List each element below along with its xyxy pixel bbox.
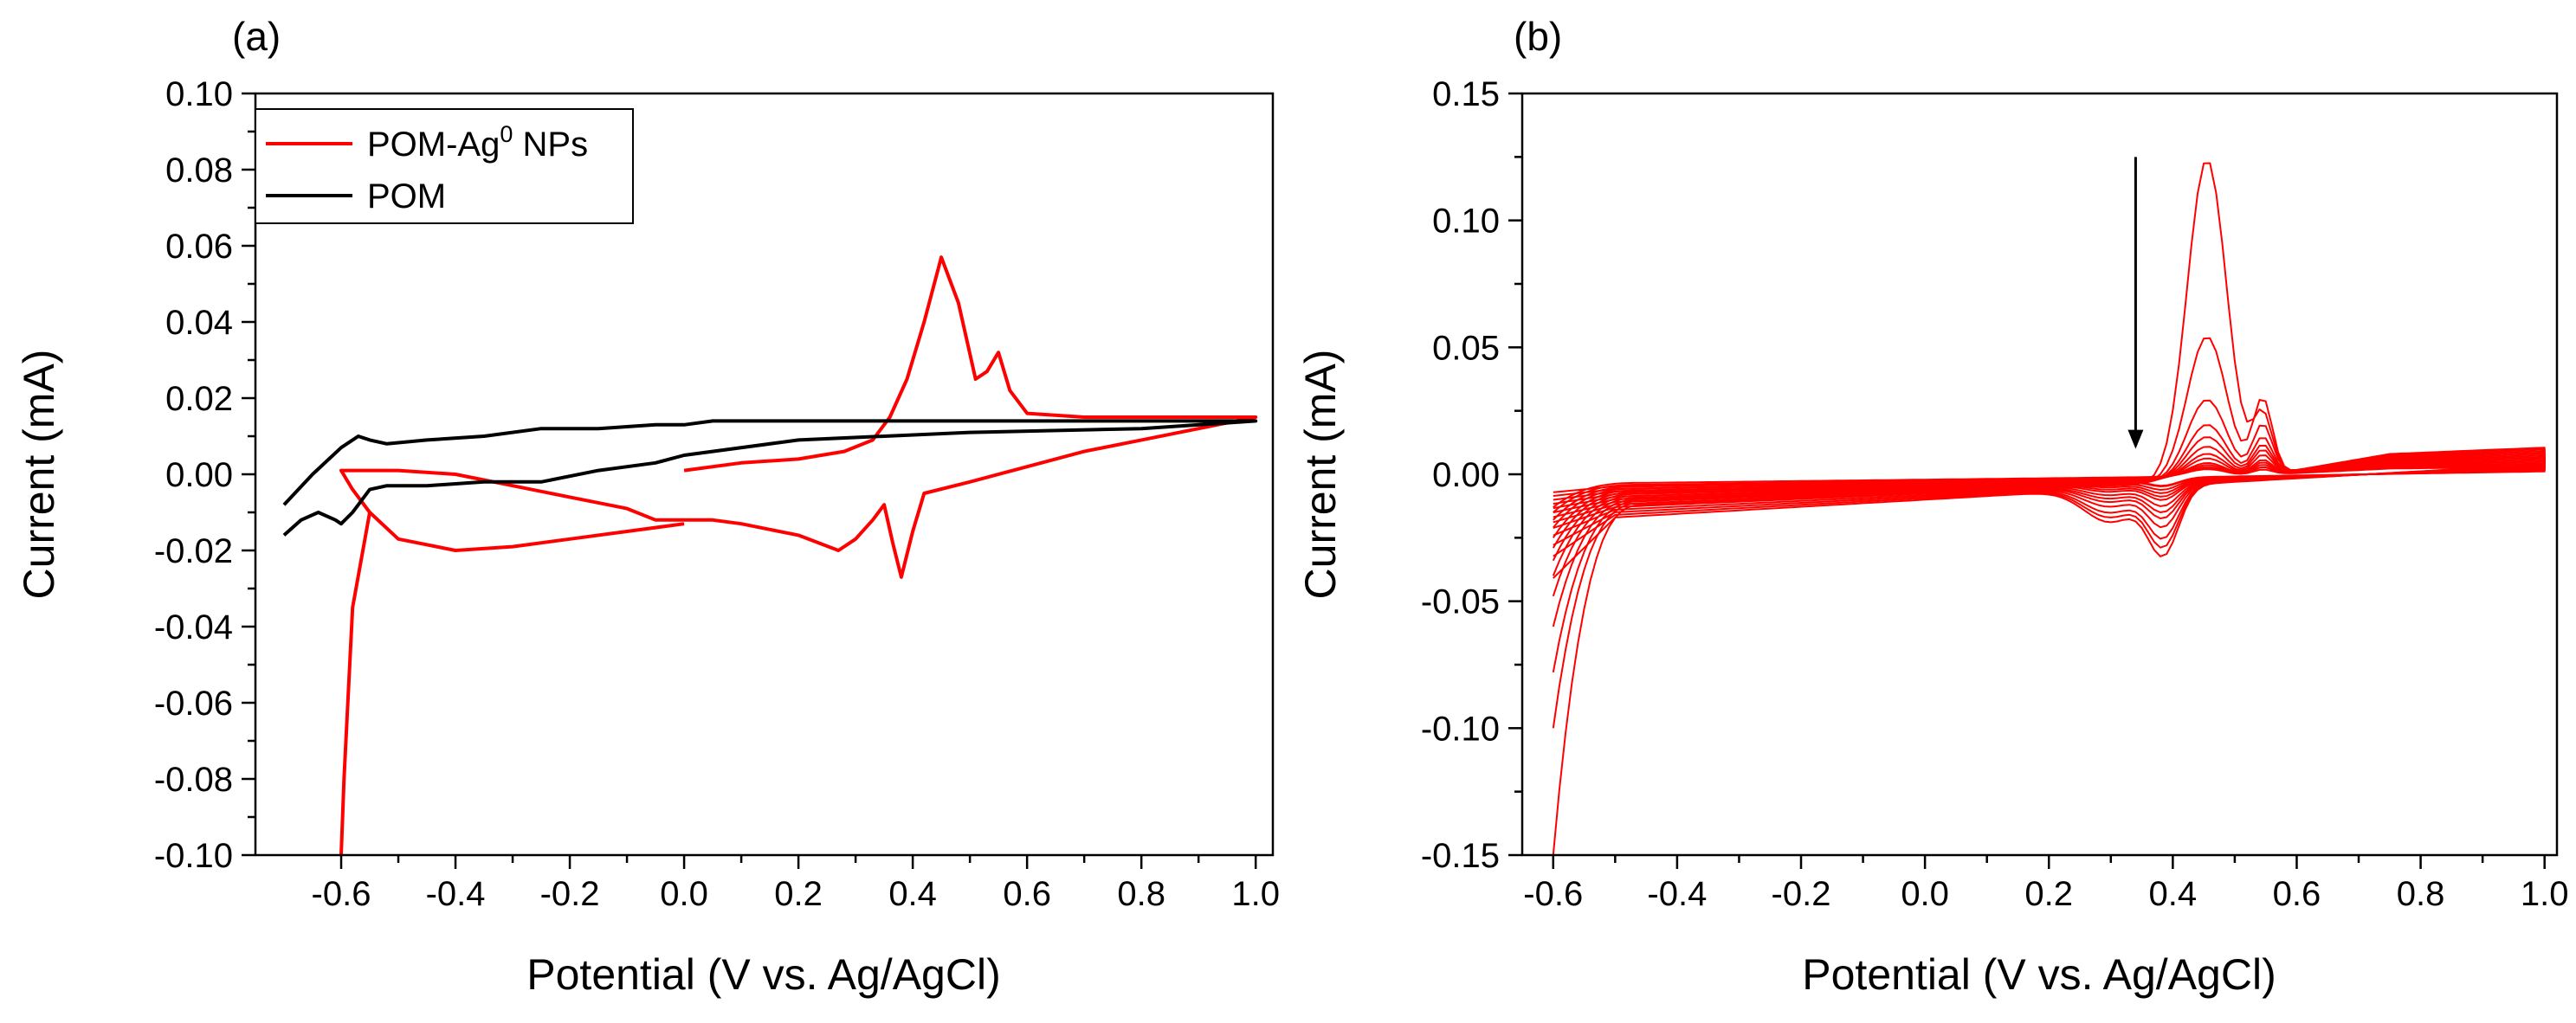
x-tick-label: 0.8 — [1117, 875, 1165, 913]
legend-box — [255, 108, 634, 224]
arrow-head — [2127, 429, 2144, 449]
y-tick-label: 0.08 — [165, 151, 233, 190]
y-tick-label: 0.00 — [1432, 456, 1500, 494]
panel-b-x-ticks: -0.6 -0.4 -0.2 0.0 0.2 0.4 0.6 0.8 1.0 — [1523, 855, 2568, 913]
y-tick-label: 0.02 — [165, 380, 233, 418]
y-tick-label: 0.15 — [1432, 75, 1500, 113]
panel-b-y-axis-title: Current (mA) — [1296, 350, 1345, 600]
x-tick-label: -0.6 — [312, 875, 371, 913]
series-line-pom-ag-tail — [339, 512, 371, 856]
x-tick-label: 0.0 — [660, 875, 708, 913]
x-tick-label: -0.2 — [540, 875, 600, 913]
x-tick-label: 0.0 — [1901, 875, 1949, 913]
y-tick-label: 0.10 — [165, 75, 233, 113]
x-tick-label: -0.6 — [1523, 875, 1583, 913]
cycle-line-13 — [1553, 466, 2546, 508]
y-tick-label: -0.15 — [1421, 837, 1500, 875]
panel-b-y-ticks: -0.15 -0.10 -0.05 0.00 0.05 0.10 0.15 — [1421, 75, 1522, 875]
panel-b-x-axis-title: Potential (V vs. Ag/AgCl) — [1802, 950, 2276, 999]
x-tick-label: 0.6 — [1003, 875, 1051, 913]
y-tick-label: -0.05 — [1421, 583, 1500, 621]
panel-a-legend: POM-Ag0 NPs POM — [255, 108, 634, 224]
legend-label-pom: POM — [367, 177, 446, 216]
x-tick-label: 0.4 — [2149, 875, 2198, 913]
y-tick-label: 0.00 — [165, 456, 233, 494]
legend-label-pom-ag-tail: NPs — [513, 125, 588, 164]
x-tick-label: -0.4 — [1647, 875, 1707, 913]
y-tick-label: 0.06 — [165, 228, 233, 266]
x-tick-label: 0.4 — [888, 875, 937, 913]
x-tick-label: -0.2 — [1772, 875, 1831, 913]
y-tick-label: -0.06 — [154, 685, 233, 723]
panel-a-y-axis-title: Current (mA) — [15, 350, 63, 600]
series-line-pom — [282, 419, 1258, 537]
panel-b-arrow-annotation — [2127, 157, 2144, 449]
y-tick-label: 0.04 — [165, 304, 233, 342]
y-tick-label: -0.10 — [1421, 710, 1500, 748]
panel-a-y-ticks: -0.10 -0.08 -0.06 -0.04 -0.02 0.00 0.02 0.04 0.0… — [154, 75, 255, 875]
panel-a: (a) -0.6 -0.4 -0.2 0.0 0.2 0.4 0.6 0.8 1.0 -0.10… — [15, 14, 1280, 999]
x-tick-label: -0.4 — [426, 875, 486, 913]
panel-b-label: (b) — [1514, 14, 1562, 59]
panel-b-traces — [1552, 162, 2546, 856]
series-line-pom-ag — [339, 255, 1258, 579]
y-tick-label: -0.02 — [154, 532, 233, 570]
x-tick-label: 0.2 — [774, 875, 823, 913]
legend-label-pom-ag-sup: 0 — [500, 121, 513, 147]
x-tick-label: 0.2 — [2024, 875, 2073, 913]
x-tick-label: 0.6 — [2273, 875, 2321, 913]
panel-a-x-ticks: -0.6 -0.4 -0.2 0.0 0.2 0.4 0.6 0.8 1.0 — [312, 855, 1280, 913]
y-tick-label: -0.08 — [154, 761, 233, 799]
x-tick-label: 1.0 — [1231, 875, 1280, 913]
legend-label-pom-ag-main: POM-Ag — [367, 125, 500, 164]
y-tick-label: -0.10 — [154, 837, 233, 875]
panel-a-label: (a) — [232, 14, 281, 59]
legend-label-pom-ag: POM-Ag0 NPs — [367, 121, 588, 164]
panel-a-x-axis-title: Potential (V vs. Ag/AgCl) — [526, 950, 1000, 999]
y-tick-label: 0.10 — [1432, 203, 1500, 241]
x-tick-label: 1.0 — [2521, 875, 2569, 913]
y-tick-label: -0.04 — [154, 608, 233, 647]
panel-a-traces — [282, 255, 1258, 856]
panel-b: (b) -0.6 -0.4 -0.2 0.0 0.2 0.4 0.6 0.8 1.0 -0.15… — [1296, 14, 2568, 999]
x-tick-label: 0.8 — [2397, 875, 2445, 913]
y-tick-label: 0.05 — [1432, 329, 1500, 367]
